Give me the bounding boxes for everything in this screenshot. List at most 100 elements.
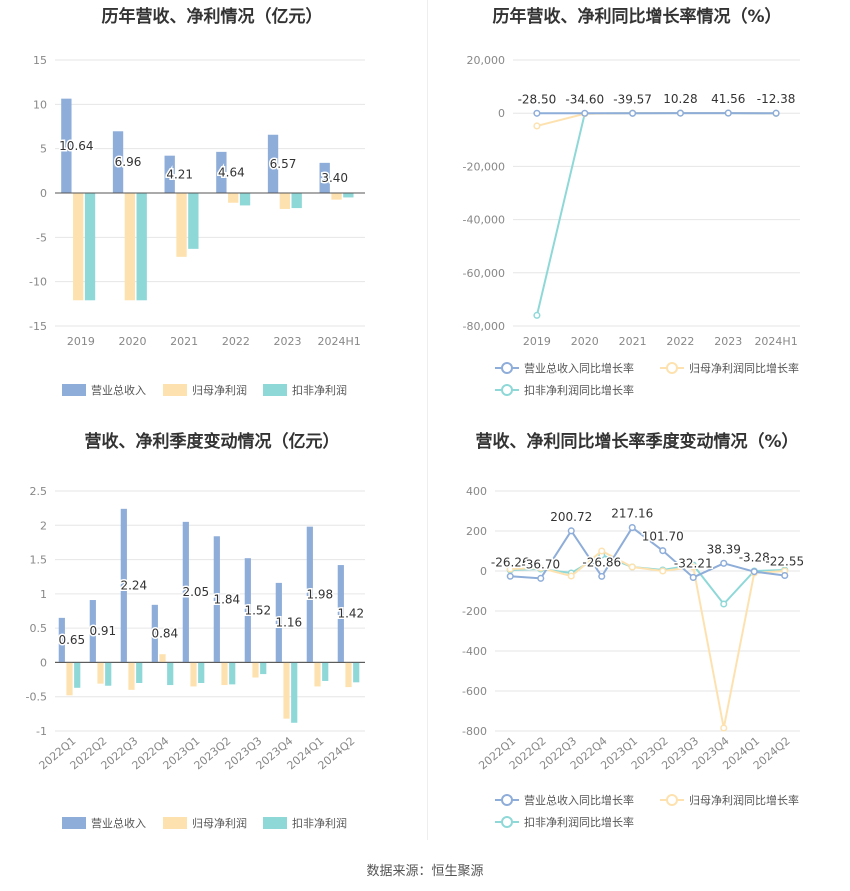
y-tick-label: 15 [33,54,47,67]
data-label: 1.84 [213,592,240,606]
legend-marker [501,816,513,828]
data-label: -22.55 [765,555,804,569]
y-tick-label: 0 [480,565,487,578]
legend-label: 营业总收入 [91,816,146,830]
data-label: -34.60 [565,92,604,106]
data-label: 4.21 [166,167,193,181]
data-label: 41.56 [711,92,745,106]
data-label: 0.65 [58,633,85,647]
line-point [724,109,732,117]
line-point [781,571,789,580]
bar-deducted-profit [260,662,267,675]
y-tick-label: -10 [29,276,47,289]
bar-revenue [306,526,313,663]
chart-title: 营收、净利季度变动情况（亿元） [85,431,340,452]
bar-revenue [267,134,279,193]
bar-revenue [182,521,189,663]
y-tick-label: 10 [33,98,47,111]
bar-net-profit [283,662,290,719]
line-point [506,565,514,573]
bar-net-profit [331,193,342,200]
y-tick-label: -20,000 [463,160,505,173]
legend-label: 扣非净利润 [292,816,347,830]
data-label: -3.28 [739,551,770,565]
bar-net-profit [221,662,228,686]
x-tick-label: 2020 [119,335,147,348]
data-label: 0.91 [89,624,116,638]
data-label: 10.28 [663,92,697,106]
legend-swatch [62,817,86,829]
line-point [628,563,636,571]
legend-label: 归母净利润 [192,383,247,397]
data-label: -12.38 [757,92,796,106]
line-point [537,564,545,572]
y-tick-label: 200 [466,525,487,538]
data-label: -39.57 [613,92,652,106]
chart-title: 营收、净利同比增长率季度变动情况（%） [475,431,798,452]
y-tick-label: -0.5 [26,691,47,704]
x-tick-label: 2022 [222,335,250,348]
data-label: -26.26 [491,555,530,569]
line-point [533,122,541,130]
legend-swatch [263,384,287,396]
bar-deducted-profit [74,662,81,688]
data-label: -26.86 [582,555,621,569]
line-point [720,724,728,732]
line-point [720,559,728,567]
line-point [720,600,728,608]
line-point [537,574,545,582]
legend-marker [501,362,513,374]
y-tick-label: -1 [36,725,47,738]
line-point [659,547,667,555]
bar-deducted-profit [84,193,96,301]
y-tick-label: 2 [40,519,47,532]
quarterly-growth-chart: 营收、净利同比增长率季度变动情况（%） 400 200 0 -200 -400 -600 -8… [462,431,806,829]
annual-amount-chart: 历年营收、净利情况（亿元） 15 10 5 0 -5 -10 -15 2019 2020 2021 2… [29,6,365,397]
data-label: 6.96 [115,155,142,169]
data-label: 1.42 [337,607,364,621]
bar-net-profit [97,662,104,684]
legend-marker [666,362,678,374]
line-net-profit-growth [536,112,777,127]
data-label: 1.98 [306,588,333,602]
data-label: -32.21 [674,556,713,570]
chart-title: 历年营收、净利情况（亿元） [102,6,323,27]
y-tick-label: -40,000 [463,214,505,227]
line-point [581,109,589,117]
legend-label: 营业总收入同比增长率 [524,361,634,375]
data-label: 3.40 [321,171,348,185]
data-source: 数据来源：恒生聚源 [366,864,484,879]
bar-deducted-profit [239,193,251,206]
bar-net-profit [228,193,239,203]
legend-swatch [163,384,187,396]
line-point [750,568,758,576]
bar-net-profit [345,662,352,688]
line-deducted-growth [535,112,777,316]
legend-label: 营业总收入同比增长率 [524,793,634,807]
y-tick-label: 1 [40,588,47,601]
legend-label: 营业总收入 [91,383,146,397]
y-tick-label: 0 [498,107,505,120]
line-point [676,109,684,117]
bar-revenue [61,98,72,193]
x-tick-label: 2019 [523,335,551,348]
bar-revenue [319,162,330,193]
bar-net-profit [159,654,166,663]
bar-net-profit [279,193,291,209]
bar-revenue [275,582,282,663]
bar-revenue [112,131,124,193]
y-tick-label: 400 [466,485,487,498]
legend-swatch [163,817,187,829]
legend-marker [501,794,513,806]
bar-revenue [244,558,251,663]
x-tick-label: 2022 [666,335,694,348]
y-tick-label: 1.5 [30,554,48,567]
bar-deducted-profit [105,662,112,686]
y-tick-label: -60,000 [463,267,505,280]
data-label: 200.72 [550,510,592,524]
line-point [689,563,697,571]
legend-label: 归母净利润 [192,816,247,830]
line-net-profit-growth [510,549,785,729]
data-label: 10.64 [59,139,93,153]
x-tick-label: 2024H1 [318,335,361,348]
